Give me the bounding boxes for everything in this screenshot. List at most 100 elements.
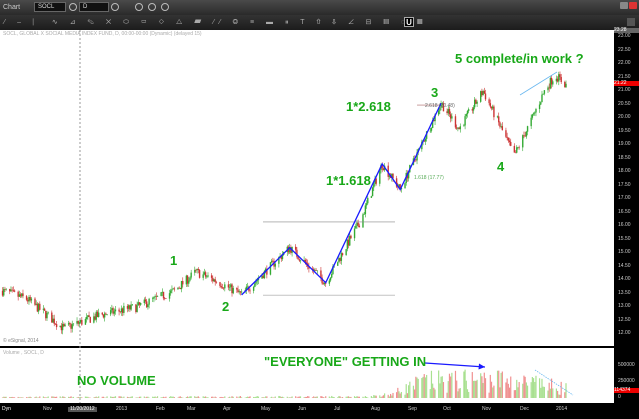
candle — [114, 309, 117, 312]
volume-bar — [496, 370, 499, 398]
candle — [345, 249, 347, 256]
volume-bar — [380, 397, 382, 398]
zoom-out-icon[interactable] — [148, 3, 156, 11]
candle — [274, 263, 276, 267]
candle — [388, 175, 391, 177]
candle — [127, 305, 130, 309]
candle — [395, 178, 398, 187]
candle — [11, 289, 13, 291]
candle — [364, 205, 367, 215]
volume-bar — [339, 396, 341, 398]
panel-toggle-icon[interactable] — [627, 18, 635, 26]
restore-button[interactable] — [620, 2, 628, 9]
candle — [162, 291, 165, 299]
candle — [19, 294, 22, 297]
volume-bar — [383, 393, 386, 398]
volume-bar — [46, 397, 48, 398]
candle — [304, 259, 307, 263]
candle — [72, 323, 75, 325]
volume-bar — [518, 382, 520, 398]
candle — [548, 87, 550, 89]
volume-bar — [221, 397, 224, 398]
volume-bar — [338, 395, 340, 398]
volume-bar — [484, 378, 487, 398]
candle — [160, 292, 162, 297]
candle — [196, 269, 198, 271]
copyright: © eSignal, 2014 — [3, 338, 39, 344]
volume-bar — [78, 397, 81, 398]
price-tick: 19.00 — [618, 141, 631, 147]
volume-bar — [506, 378, 508, 398]
volume-bar — [123, 396, 125, 398]
settings-icon[interactable] — [69, 3, 77, 11]
time-tick: Nov — [43, 406, 52, 412]
candle — [338, 257, 340, 263]
candle — [474, 99, 476, 108]
volume-bar — [370, 396, 372, 398]
volume-bar — [525, 382, 527, 398]
candle — [337, 262, 339, 266]
time-tick: May — [261, 406, 271, 412]
symbol-input[interactable]: SOCL — [34, 2, 66, 12]
title-bar: Chart SOCL D — [0, 0, 639, 15]
candle — [314, 270, 316, 272]
candle — [173, 288, 176, 290]
candle — [382, 168, 385, 171]
close-button[interactable] — [629, 2, 637, 9]
candle — [138, 302, 141, 305]
volume-bar — [59, 396, 61, 398]
volume-bar — [13, 397, 16, 398]
drawing-tools-icon[interactable]: ⁄ ‒ ⎸ ∿ ⊿ ✎ ✕ ⬭ ▭ ◇ △ ▰ ⁄⁄ ◎ ≡ ▬ ⏸ T ⇧ ⇩… — [4, 19, 428, 26]
interval-select[interactable]: D — [79, 2, 109, 12]
candle — [501, 126, 504, 131]
volume-bar — [405, 384, 407, 398]
volume-bar — [194, 396, 196, 398]
candle — [4, 289, 6, 290]
candle — [522, 135, 524, 148]
candle — [498, 116, 500, 123]
candle — [67, 323, 70, 325]
candle — [168, 293, 171, 299]
volume-bar — [564, 392, 566, 398]
price-chart[interactable] — [0, 30, 639, 419]
volume-bar — [558, 394, 560, 398]
candle — [5, 289, 7, 290]
candle — [340, 253, 343, 261]
reset-icon[interactable] — [161, 3, 169, 11]
candle — [206, 276, 208, 278]
volume-bar — [131, 396, 133, 398]
candle — [210, 275, 213, 278]
volume-bar — [387, 394, 389, 398]
volume-bar — [438, 370, 440, 398]
volume-bar — [390, 393, 392, 398]
volume-bar — [70, 396, 72, 398]
candle — [203, 272, 206, 275]
candle — [177, 287, 179, 290]
volume-bar — [308, 396, 310, 398]
volume-bar — [17, 396, 19, 398]
volume-bar — [227, 397, 230, 398]
volume-bar — [471, 372, 473, 398]
candle — [447, 109, 449, 114]
volume-bar — [102, 396, 105, 398]
candle — [231, 284, 233, 294]
volume-bar — [22, 397, 24, 398]
volume-bar — [155, 397, 157, 398]
clock-icon[interactable] — [111, 3, 119, 11]
candle — [298, 259, 300, 261]
candle — [439, 107, 441, 111]
zoom-in-icon[interactable] — [135, 3, 143, 11]
candle — [136, 305, 138, 312]
last-price-badge: 21.22 — [614, 81, 639, 86]
volume-bar — [442, 382, 445, 398]
candle — [323, 282, 326, 285]
volume-bar — [12, 397, 14, 398]
candle — [135, 304, 137, 312]
candle — [188, 280, 190, 284]
volume-bar — [463, 371, 465, 398]
volume-bar — [483, 372, 485, 398]
candle — [480, 91, 482, 102]
u-button[interactable]: U — [404, 17, 414, 27]
candle — [391, 173, 393, 178]
ext-2618-label: 1*2.618 — [346, 99, 391, 114]
